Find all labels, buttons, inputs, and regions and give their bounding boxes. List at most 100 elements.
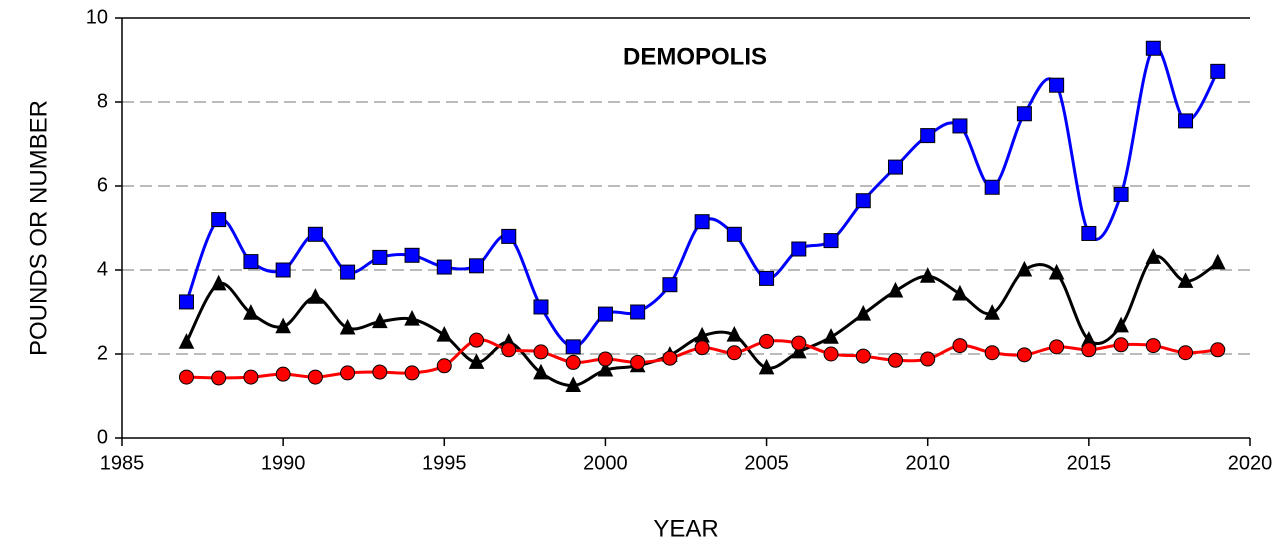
marker	[952, 118, 968, 134]
marker	[307, 226, 323, 242]
marker	[565, 339, 581, 355]
marker	[533, 299, 549, 315]
marker	[1048, 263, 1065, 280]
marker	[823, 328, 839, 344]
marker	[1210, 63, 1226, 79]
marker	[436, 325, 453, 342]
x-tick-label: 2005	[744, 452, 789, 474]
marker	[307, 369, 323, 385]
marker	[984, 304, 1000, 320]
marker	[1113, 186, 1129, 202]
marker	[887, 281, 904, 298]
marker	[984, 345, 1000, 361]
marker	[372, 249, 388, 265]
x-tick-label: 2020	[1228, 452, 1273, 474]
marker	[178, 369, 194, 385]
marker	[952, 284, 968, 301]
marker	[887, 352, 903, 368]
marker	[436, 358, 452, 374]
y-tick-label: 0	[97, 426, 108, 448]
marker	[468, 353, 485, 369]
marker	[1145, 248, 1162, 264]
marker	[1081, 342, 1097, 358]
marker	[984, 179, 1000, 195]
marker	[1178, 345, 1194, 361]
marker	[1113, 316, 1129, 333]
marker	[790, 342, 807, 359]
y-tick-label: 6	[97, 174, 108, 196]
marker	[1049, 77, 1065, 93]
y-axis-label: POUNDS OR NUMBER	[25, 100, 52, 356]
marker	[210, 274, 227, 291]
marker	[1210, 342, 1226, 358]
marker	[469, 332, 485, 348]
marker	[404, 247, 420, 263]
chart-title: DEMOPOLIS	[623, 43, 767, 70]
marker	[372, 312, 388, 329]
marker	[340, 264, 356, 280]
marker	[919, 267, 936, 283]
marker	[758, 358, 775, 375]
marker	[178, 333, 195, 349]
marker	[533, 344, 549, 360]
marker	[823, 233, 839, 249]
marker	[694, 340, 710, 356]
marker	[597, 351, 613, 367]
marker	[275, 262, 291, 278]
marker	[759, 270, 775, 286]
x-tick-label: 2000	[583, 452, 628, 474]
marker	[791, 241, 807, 257]
marker	[1016, 106, 1032, 122]
marker	[1049, 339, 1065, 355]
marker	[275, 317, 291, 334]
marker	[211, 212, 227, 228]
marker	[372, 364, 388, 380]
marker	[920, 351, 936, 367]
marker	[340, 365, 356, 381]
marker	[533, 363, 549, 380]
marker	[1145, 40, 1161, 56]
marker	[565, 376, 582, 392]
marker	[855, 193, 871, 209]
y-tick-label: 10	[86, 6, 108, 28]
marker	[436, 259, 452, 275]
marker	[565, 354, 581, 370]
marker	[791, 335, 807, 351]
x-tick-label: 2015	[1067, 452, 1112, 474]
marker	[855, 348, 871, 364]
marker	[1081, 225, 1097, 241]
marker	[1145, 338, 1161, 354]
marker	[887, 159, 903, 175]
marker	[404, 310, 420, 326]
x-tick-label: 1990	[261, 452, 306, 474]
x-tick-label: 2010	[905, 452, 950, 474]
marker	[726, 226, 742, 242]
marker	[662, 350, 678, 366]
marker	[501, 228, 517, 244]
marker	[404, 365, 420, 381]
marker	[1113, 337, 1129, 353]
marker	[759, 333, 775, 349]
y-tick-label: 2	[97, 342, 108, 364]
marker	[501, 342, 517, 358]
marker	[597, 360, 614, 377]
marker	[630, 304, 646, 320]
y-tick-label: 4	[97, 258, 108, 280]
marker	[662, 277, 678, 293]
x-axis-label: YEAR	[653, 515, 718, 542]
marker	[855, 304, 872, 321]
marker	[630, 354, 646, 370]
marker	[1209, 253, 1226, 270]
x-tick-label: 1995	[422, 452, 467, 474]
marker	[597, 306, 613, 322]
marker	[469, 258, 485, 274]
marker	[178, 294, 194, 310]
marker	[726, 325, 743, 342]
marker	[920, 128, 936, 144]
marker	[1016, 347, 1032, 363]
marker	[952, 338, 968, 354]
marker	[243, 304, 259, 320]
marker	[1016, 260, 1033, 277]
marker	[275, 366, 291, 382]
